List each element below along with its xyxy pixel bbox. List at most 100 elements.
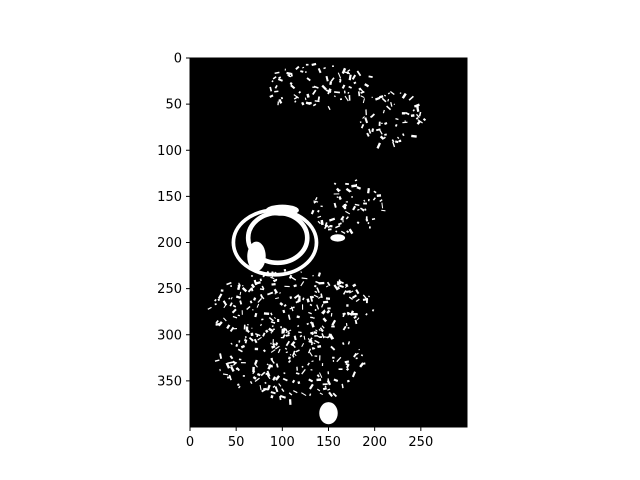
speckle-dot — [329, 81, 333, 86]
speckle-dot — [391, 139, 395, 143]
speckle-dot — [344, 95, 349, 102]
speckle-dot — [347, 69, 351, 72]
speckle-dot — [381, 122, 383, 125]
speckle-dot — [315, 329, 318, 332]
speckle-dot — [288, 274, 293, 279]
speckle-dot — [307, 338, 310, 341]
speckle-dot — [232, 360, 237, 365]
speckle-dot — [250, 287, 254, 292]
speckle-dot — [238, 340, 241, 343]
speckle-dot — [317, 209, 320, 213]
speckle-dot — [257, 297, 263, 303]
speckle-dot — [332, 392, 338, 398]
speckle-dot — [271, 283, 276, 286]
speckle-dot — [259, 278, 262, 282]
speckle-dot — [346, 379, 350, 383]
speckle-dot — [346, 70, 350, 75]
speckle-dot — [404, 120, 407, 122]
speckle-dot — [360, 95, 365, 99]
speckle-dot — [302, 66, 305, 69]
speckle-dot — [253, 279, 258, 286]
speckle-dot — [363, 362, 366, 365]
speckle-dot — [269, 86, 273, 92]
speckle-dot — [244, 335, 247, 339]
speckle-dot — [364, 117, 369, 124]
speckle-dot — [219, 368, 221, 372]
speckle-dot — [382, 109, 385, 114]
speckle-dot — [344, 360, 350, 364]
speckle-dot — [311, 332, 314, 336]
speckle-dot — [329, 225, 333, 228]
speckle-speckle-top — [269, 62, 373, 111]
speckle-dot — [322, 387, 327, 391]
speckle-dot — [338, 189, 341, 192]
speckle-dot — [395, 118, 399, 121]
speckle-dot — [294, 100, 297, 103]
speckle-dot — [365, 313, 368, 316]
speckle-dot — [268, 316, 274, 322]
speckle-dot — [293, 96, 299, 100]
speckle-dot — [207, 306, 212, 310]
speckle-dot — [353, 81, 357, 85]
speckle-dot — [301, 392, 307, 397]
speckle-dot — [214, 303, 217, 306]
speckle-dot — [284, 285, 290, 288]
speckle-dot — [273, 379, 275, 381]
speckle-dot — [313, 85, 319, 89]
speckle-dot — [343, 90, 346, 94]
speckle-dot — [252, 309, 254, 311]
speckle-dot — [326, 281, 331, 287]
speckle-dot — [351, 371, 356, 378]
speckle-dot — [346, 312, 350, 316]
speckle-speckle-lower — [214, 326, 366, 405]
speckle-dot — [287, 314, 291, 320]
speckle-dot — [238, 282, 241, 286]
y-tick-label: 50 — [165, 98, 182, 113]
speckle-dot — [270, 358, 275, 364]
speckle-dot — [333, 202, 337, 208]
x-tick-label: 50 — [228, 435, 245, 450]
speckle-dot — [321, 363, 324, 366]
speckle-dot — [365, 298, 369, 304]
speckle-dot — [214, 298, 217, 302]
speckle-dot — [274, 84, 278, 89]
speckle-dot — [320, 329, 324, 333]
speckle-dot — [347, 91, 350, 94]
speckle-dot — [282, 327, 286, 334]
speckle-dot — [327, 307, 331, 310]
speckle-dot — [319, 392, 324, 396]
speckle-speckle-mid — [310, 179, 386, 235]
speckle-dot — [383, 94, 387, 97]
speckle-dot — [317, 220, 321, 225]
speckle-dot — [387, 92, 391, 95]
speckle-dot — [300, 70, 304, 73]
speckle-dot — [356, 313, 358, 316]
x-tick-label: 150 — [316, 435, 341, 450]
speckle-dot — [215, 319, 219, 324]
speckle-dot — [322, 335, 329, 339]
speckle-dot — [261, 318, 264, 321]
speckle-dot — [254, 359, 258, 365]
speckle-dot — [300, 281, 305, 287]
speckle-dot — [270, 349, 276, 353]
speckle-dot — [335, 230, 338, 233]
speckle-dot — [374, 96, 381, 101]
speckle-dot — [280, 337, 285, 339]
speckle-dot — [257, 336, 262, 341]
speckle-dot — [309, 303, 313, 307]
speckle-dot — [355, 289, 360, 295]
speckle-dot — [320, 219, 324, 226]
speckle-dot — [337, 286, 340, 290]
speckle-dot — [271, 80, 274, 83]
speckle-dot — [347, 326, 350, 329]
speckle-dot — [326, 309, 331, 314]
speckle-dot — [359, 121, 362, 123]
speckle-dot — [289, 354, 292, 356]
speckle-dot — [313, 294, 319, 298]
speckle-dot — [262, 349, 266, 353]
speckle-dot — [215, 322, 221, 326]
speckle-dot — [317, 335, 320, 338]
speckle-dot — [280, 326, 282, 329]
speckle-dot — [250, 332, 254, 337]
